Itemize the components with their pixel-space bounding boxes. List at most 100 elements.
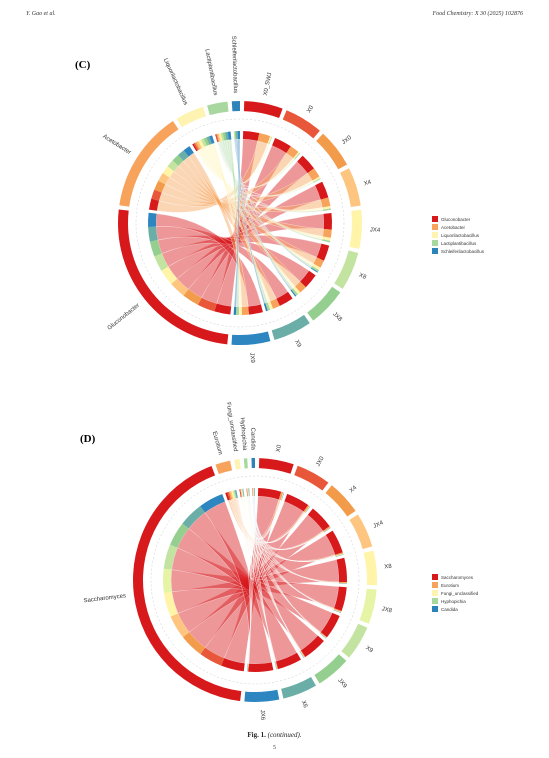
outer-label-sample-x9: X9 [293, 339, 302, 349]
outer-label-sample-jx9: JX9 [336, 678, 348, 690]
inner-segment-x9-candida [319, 633, 327, 639]
legend-label-acetobacter: Acetobacter [441, 225, 466, 230]
inner-segment-eurotium-x6 [234, 490, 238, 499]
inner-segment-jx8-fungi-unclassified [333, 609, 342, 613]
legend-swatch-gluconobacter [432, 216, 438, 222]
inner-segment-fungi-unclassified-jx8 [241, 488, 244, 497]
outer-label-sample-jx0: JX0 [341, 134, 353, 145]
inner-segment-x9-saccharomyces [320, 612, 340, 638]
figure-caption-text: (continued). [267, 731, 302, 739]
outer-label-sample-x6: X6 [300, 700, 309, 710]
legend-label-saccharomyces: Saccharomyces [441, 575, 474, 580]
legend-swatch-hyphopichia [432, 598, 438, 604]
outer-arc-sample-x8 [334, 250, 359, 289]
inner-segment-saccharomyces-x9 [163, 544, 178, 570]
outer-arc-sample-jx8 [359, 588, 377, 624]
inner-segment-liquorilactobacillus-jx8 [203, 137, 210, 146]
inner-segment-x0-liquorilactobacillus [293, 151, 300, 159]
inner-segment-jx0-lactiplantibacillus [313, 178, 321, 183]
inner-segment-jx4-gluconobacter [323, 213, 332, 230]
inner-segment-jx4-liquorilactobacillus [322, 236, 331, 241]
inner-segment-x4-saccharomyces [307, 508, 330, 531]
outer-arc-sample-x8 [363, 550, 377, 586]
inner-segment-jx6-fungi-unclassified [247, 663, 249, 672]
outer-label-taxon-acetobacter: Acetobacter [101, 134, 131, 156]
legend-label-eurotium: Eurotium [441, 583, 459, 588]
inner-segment-fungi-unclassified-x6 [242, 488, 245, 497]
inner-segment-x6-hyphopichia [274, 661, 277, 670]
inner-segment-gluconobacter-x4 [171, 278, 189, 296]
inner-segment-lactiplantibacillus-x0 [215, 134, 219, 142]
inner-segment-gluconobacter-x0-swj [214, 303, 232, 315]
chord-diagram-panel-d: X0 JX0 X4 JX4 X8 JX8 X9 JX9 X6 JX6 Saccharomyces Eu… [70, 402, 479, 758]
inner-segment-x8-schleiferilactobacillus [310, 267, 318, 273]
outer-arc-taxon-eurotium [215, 460, 233, 475]
inner-segment-saccharomyces-x0 [221, 658, 245, 672]
inner-segment-fungi-unclassified-x8 [241, 489, 243, 497]
inner-segment-schleiferilactobacillus-x9 [235, 131, 238, 140]
ribbon-jx8-schleiferilactobacillus [234, 138, 292, 291]
inner-segment-jx0-candida [305, 506, 311, 513]
inner-segment-x4-lactiplantibacillus [322, 208, 332, 211]
inner-segment-acetobacter-jx4 [162, 166, 174, 178]
inner-segment-x9-liquorilactobacillus [267, 301, 274, 310]
inner-segment-hyphopichia-jx6 [248, 488, 250, 497]
inner-segment-fungi-unclassified-x0 [239, 489, 242, 498]
inner-segment-jx8-lactiplantibacillus [291, 288, 299, 296]
inner-segment-jx8-gluconobacter [300, 270, 316, 288]
inner-segment-hyphopichia-x0 [246, 488, 248, 497]
outer-arc-taxon-candida [251, 458, 255, 469]
inner-segment-x9-acetobacter [270, 298, 280, 309]
inner-segment-jx9-hyphopichia [299, 650, 305, 658]
inner-segment-jx6-candida [246, 663, 248, 672]
inner-segment-acetobacter-x9 [178, 150, 189, 161]
ribbon-jx6-candida [247, 495, 256, 664]
chord-diagram-d: X0 JX0 X4 JX4 X8 JX8 X9 JX9 X6 JX6 Saccharomyces Eu… [80, 402, 479, 721]
inner-segment-acetobacter-x4 [158, 173, 170, 185]
inner-segment-saccharomyces-jx9 [170, 523, 189, 548]
inner-segment-x0-eurotium [278, 491, 284, 501]
inner-segment-jx0-eurotium [303, 504, 310, 513]
inner-segment-x8-hyphopichia [338, 583, 347, 584]
outer-label-sample-x8: X8 [384, 564, 393, 571]
inner-segment-x9-fungi-unclassified [320, 632, 327, 639]
inner-segment-jx9-acetobacter [241, 306, 249, 315]
inner-segment-jx0-saccharomyces [284, 493, 309, 512]
chord-diagram-panel-c: X0_SWJ X0 JX0 X4 JX4 X8 JX8 X9 JX9 Gluconobacter A… [70, 36, 485, 388]
inner-segment-acetobacter-jx8 [172, 155, 184, 166]
inner-segment-jx0-gluconobacter [297, 155, 315, 174]
inner-segment-x0-candida [281, 492, 285, 501]
inner-segment-jx9-saccharomyces [300, 635, 324, 658]
inner-segment-saccharomyces-jx4 [170, 613, 190, 638]
inner-segment-eurotium-jx9 [234, 490, 237, 499]
inner-segment-x9-gluconobacter [276, 291, 293, 306]
legend-swatch-acetobacter [432, 224, 438, 230]
inner-segment-x6-candida [274, 661, 277, 670]
outer-arc-taxon-gluconobacter [117, 209, 229, 345]
inner-segment-x0-swj-acetobacter [257, 133, 271, 144]
inner-segment-jx6-eurotium [247, 663, 249, 672]
outer-arc-sample-x9 [271, 314, 310, 341]
inner-segment-x8-fungi-unclassified [338, 582, 347, 584]
outer-label-taxon-eurotium: Eurotium [211, 431, 223, 456]
inner-segment-x9-eurotium [320, 632, 327, 638]
inner-segment-acetobacter-x8 [167, 160, 179, 172]
outer-label-sample-x4: X4 [363, 179, 372, 187]
legend-label-gluconobacter: Gluconobacter [441, 217, 471, 222]
outer-arc-sample-x4 [340, 168, 361, 207]
outer-label-sample-jx6: JX6 [259, 710, 266, 721]
inner-segment-x4-hyphopichia [323, 527, 331, 533]
inner-segment-x4-eurotium [323, 526, 331, 532]
inner-segment-x0-lactiplantibacillus [294, 152, 301, 160]
legend-swatch-fungi-unclassified [432, 590, 438, 596]
outer-arc-taxon-saccharomyces [133, 466, 242, 702]
inner-segment-fungi-unclassified-jx6 [243, 488, 245, 497]
inner-segment-schleiferilactobacillus-x8 [233, 131, 236, 140]
inner-segment-gluconobacter-x0 [197, 297, 217, 312]
inner-segment-x4-fungi-unclassified [323, 527, 331, 533]
inner-segment-jx9-schleiferilactobacillus [233, 306, 237, 315]
ribbon-x4-lactiplantibacillus [219, 141, 324, 213]
inner-segment-eurotium-jx8 [232, 490, 236, 499]
outer-label-sample-jx8: JX8 [331, 311, 343, 323]
inner-segment-jx8-candida [333, 609, 341, 613]
